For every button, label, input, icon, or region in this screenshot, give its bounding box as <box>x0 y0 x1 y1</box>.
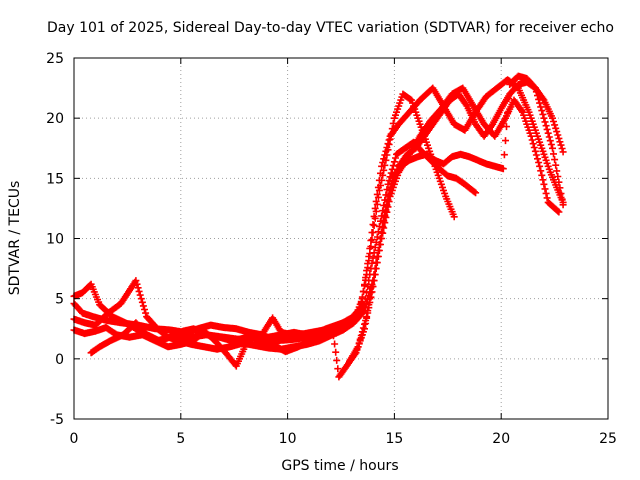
x-tick-label: 0 <box>70 431 79 447</box>
satellite-track <box>346 72 567 365</box>
y-axis-label: SDTVAR / TECUs <box>7 181 23 296</box>
plus-markers <box>70 78 567 353</box>
x-tick-label: 20 <box>492 431 510 447</box>
y-tick-label: -5 <box>50 412 64 428</box>
plus-markers <box>70 76 567 345</box>
x-tick-label: 10 <box>279 431 297 447</box>
y-tick-label: 5 <box>55 292 64 308</box>
x-tick-label: 25 <box>599 431 617 447</box>
y-tick-label: 0 <box>55 352 64 368</box>
y-tick-label: 10 <box>46 232 64 248</box>
satellite-track <box>70 76 567 345</box>
plus-markers <box>346 72 567 365</box>
satellite-track <box>70 78 567 353</box>
y-tick-label: 15 <box>46 171 64 187</box>
x-axis-label: GPS time / hours <box>281 458 398 474</box>
x-tick-label: 15 <box>385 431 403 447</box>
x-tick-label: 5 <box>176 431 185 447</box>
chart-title: Day 101 of 2025, Sidereal Day-to-day VTE… <box>47 20 614 36</box>
y-tick-label: 25 <box>46 51 64 67</box>
axis-ticks: 0 5 10 15 20 25 -5 0 5 10 15 20 25 <box>46 51 617 447</box>
y-tick-label: 20 <box>46 111 64 127</box>
data-points <box>70 72 567 381</box>
